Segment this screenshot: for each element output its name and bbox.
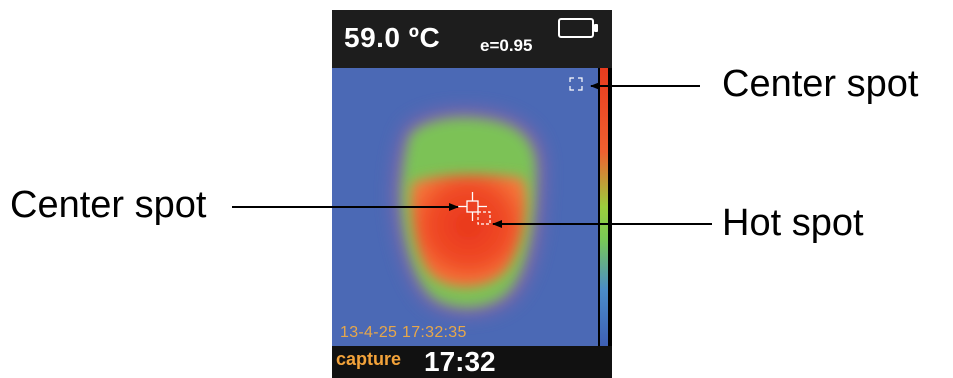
- capture-label: capture: [336, 349, 402, 369]
- corner-marker-icon: [569, 77, 583, 91]
- emissivity-readout: e=0.95: [480, 36, 533, 55]
- clock-readout: 17:32: [424, 346, 496, 377]
- bottom-bar: capture 17:32: [332, 346, 612, 378]
- callout-center-spot-left: Center spot: [10, 184, 207, 226]
- status-bar: 59.0 ºC e=0.95: [332, 10, 612, 68]
- temperature-readout: 59.0 ºC: [344, 22, 441, 53]
- palette-gradient: [600, 68, 608, 346]
- callout-hot-spot: Hot spot: [722, 202, 864, 244]
- color-palette-bar: [598, 68, 612, 346]
- thermal-heatmap: [332, 68, 598, 346]
- battery-icon: [558, 18, 598, 38]
- crosshair-icon: [458, 192, 487, 221]
- capture-datetime: 13-4-25 17:32:35: [340, 324, 467, 341]
- callout-center-spot-right: Center spot: [722, 63, 919, 105]
- hotspot-marker-icon: [477, 211, 491, 225]
